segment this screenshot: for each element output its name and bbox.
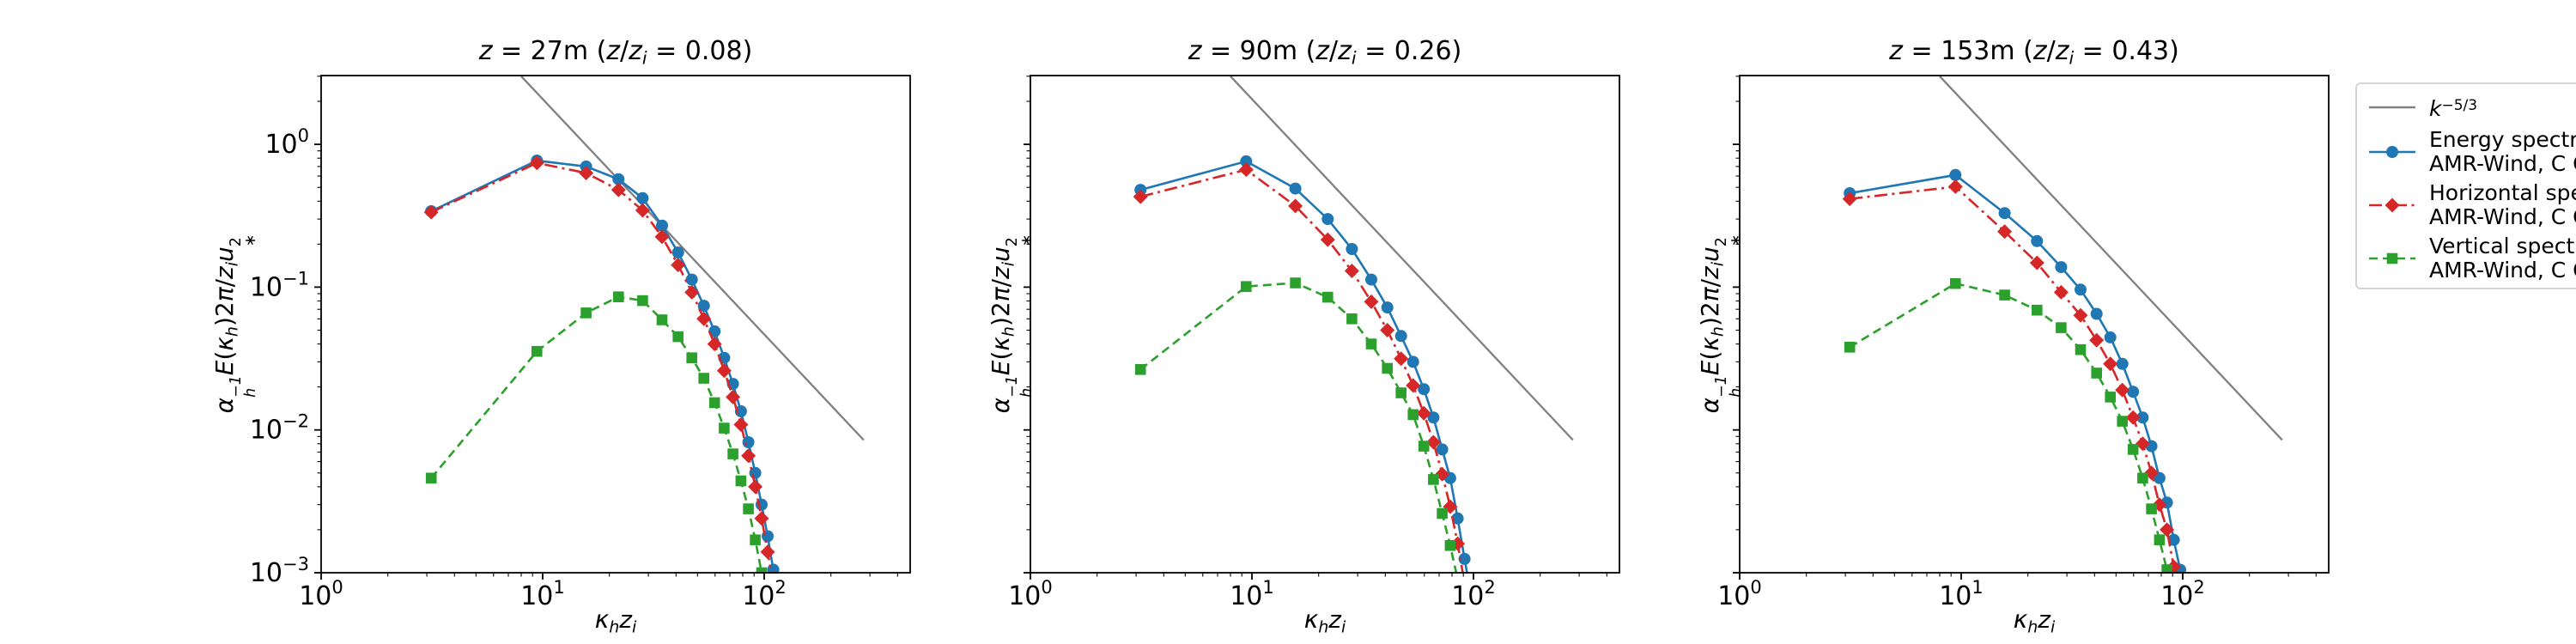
- y-axis-label-2: α −1 h E(κh)2π/ziu 2 ∗: [987, 234, 1036, 414]
- legend-entry-horizontal: Horizontal spectra AMR-Wind, C Grid: [2367, 179, 2576, 232]
- reference-slope-line-1: [1230, 76, 1574, 441]
- horizontal-spectra-series-1: [1133, 162, 1466, 574]
- legend-entry-energy: Energy spectra AMR-Wind, C Grid: [2367, 125, 2576, 179]
- energy-spectra-series-2: [1844, 168, 2186, 574]
- subplot-title-z27: z = 27m (z/zi = 0.08): [478, 36, 753, 69]
- ticks-0: [314, 76, 898, 580]
- svg-text:101: 101: [1230, 577, 1274, 611]
- energy-spectra-series-1: [1134, 155, 1471, 574]
- svg-text:102: 102: [1451, 577, 1496, 611]
- legend-label-reference: k−5/3: [2429, 96, 2478, 122]
- ticks-2: [1733, 76, 2317, 580]
- subplot-1: 100 101 102: [1008, 75, 1620, 611]
- subplot-title-z90: z = 90m (z/zi = 0.26): [1188, 36, 1462, 69]
- x-axis-label-3: κhzi: [2013, 605, 2056, 637]
- x-axis-label-1: κhzi: [594, 605, 637, 637]
- horizontal-spectra-series-0: [423, 155, 775, 574]
- legend-label-horizontal: Horizontal spectra AMR-Wind, C Grid: [2429, 180, 2576, 229]
- subplot-title-z153: z = 153m (z/zi = 0.43): [1889, 36, 2179, 69]
- axes-box-1: [1030, 75, 1620, 574]
- x-axis-label-2: κhzi: [1303, 605, 1346, 637]
- legend-sample-energy-line: [2369, 146, 2415, 158]
- vertical-spectra-series-2: [1844, 277, 2172, 574]
- legend-sample-reference-line: [2369, 106, 2415, 109]
- svg-text:101: 101: [1939, 577, 1984, 611]
- legend-label-energy: Energy spectra AMR-Wind, C Grid: [2429, 127, 2576, 176]
- ticks-1: [1024, 76, 1607, 580]
- y-axis-label-3: α −1 h E(κh)2π/ziu 2 ∗: [1696, 234, 1746, 414]
- vertical-spectra-series-0: [425, 291, 768, 574]
- reference-slope-line-2: [1939, 76, 2283, 441]
- reference-slope-line-0: [520, 76, 865, 441]
- legend-sample-horizontal-line: [2369, 197, 2415, 213]
- legend: k−5/3 Energy spectra AMR-Wind, C Grid Ho…: [2355, 82, 2576, 289]
- vertical-spectra-series-1: [1134, 277, 1458, 574]
- legend-entry-reference: k−5/3: [2367, 89, 2576, 125]
- legend-label-vertical: Vertical spectra AMR-Wind, C Grid: [2429, 234, 2576, 283]
- axes-box-0: [320, 75, 911, 574]
- y-axis-label-1: α −1 h E(κh)2π/ziu 2 ∗: [210, 234, 260, 414]
- horizontal-spectra-series-2: [1842, 179, 2182, 574]
- svg-text:10−1: 10−1: [250, 268, 309, 302]
- svg-text:10−2: 10−2: [250, 411, 309, 446]
- legend-sample-vertical-line: [2369, 252, 2415, 264]
- svg-text:100: 100: [264, 125, 309, 160]
- legend-entry-vertical: Vertical spectra AMR-Wind, C Grid: [2367, 232, 2576, 285]
- axes-box-2: [1739, 75, 2330, 574]
- subplot-2: 100 101 102: [1717, 75, 2330, 611]
